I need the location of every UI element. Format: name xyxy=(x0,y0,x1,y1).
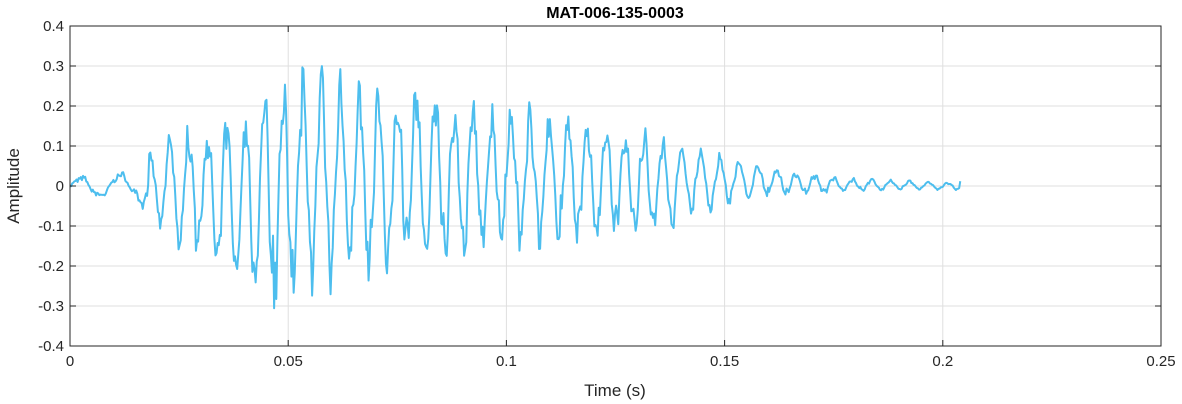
series-group xyxy=(69,65,962,310)
x-axis-ticks: 0 0.05 0.1 0.15 0.2 0.25 xyxy=(66,26,1176,370)
x-tick-label: 0.2 xyxy=(932,353,953,370)
y-tick-label: 0.1 xyxy=(43,138,64,155)
y-tick-label: 0.2 xyxy=(43,98,64,115)
x-tick-label: 0 xyxy=(66,353,74,370)
y-tick-label: -0.4 xyxy=(38,338,64,355)
x-tick-label: 0.15 xyxy=(710,353,739,370)
x-axis-label: Time (s) xyxy=(584,381,646,400)
y-axis-ticks: 0.4 0.3 0.2 0.1 0 -0.1 -0.2 -0.3 -0.4 xyxy=(38,18,1161,355)
y-tick-label: 0.3 xyxy=(43,58,64,75)
x-tick-label: 0.05 xyxy=(274,353,303,370)
y-tick-label: -0.1 xyxy=(38,218,64,235)
x-tick-label: 0.25 xyxy=(1146,353,1175,370)
y-tick-label: 0.4 xyxy=(43,18,64,35)
chart-title: MAT-006-135-0003 xyxy=(546,5,684,22)
x-tick-label: 0.1 xyxy=(496,353,517,370)
waveform-line xyxy=(69,65,962,310)
y-tick-label: 0 xyxy=(56,178,64,195)
y-axis-label: Amplitude xyxy=(4,148,23,224)
y-tick-label: -0.3 xyxy=(38,298,64,315)
y-tick-label: -0.2 xyxy=(38,258,64,275)
